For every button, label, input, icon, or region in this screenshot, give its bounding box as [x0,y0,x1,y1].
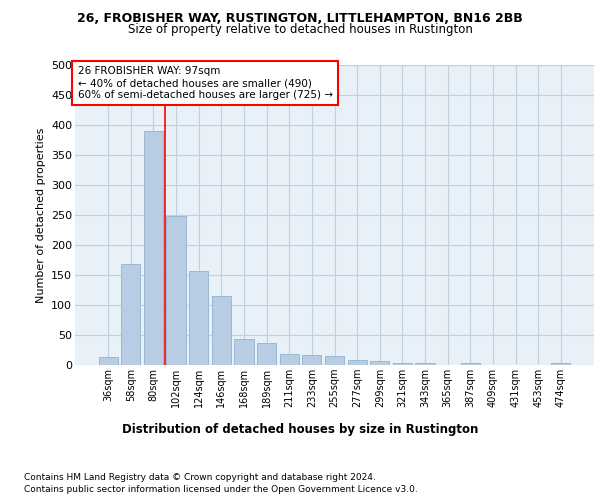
Bar [370,362,389,365]
Bar [347,360,367,365]
Text: Contains public sector information licensed under the Open Government Licence v3: Contains public sector information licen… [24,485,418,494]
Bar [121,264,140,365]
Text: Contains HM Land Registry data © Crown copyright and database right 2024.: Contains HM Land Registry data © Crown c… [24,472,376,482]
Bar [98,357,118,365]
Bar [325,356,344,365]
Text: 26 FROBISHER WAY: 97sqm
← 40% of detached houses are smaller (490)
60% of semi-d: 26 FROBISHER WAY: 97sqm ← 40% of detache… [77,66,332,100]
Bar [166,216,186,365]
Y-axis label: Number of detached properties: Number of detached properties [35,128,46,302]
Text: 26, FROBISHER WAY, RUSTINGTON, LITTLEHAMPTON, BN16 2BB: 26, FROBISHER WAY, RUSTINGTON, LITTLEHAM… [77,12,523,26]
Bar [144,131,163,365]
Bar [280,354,299,365]
Bar [189,271,208,365]
Bar [257,343,276,365]
Bar [212,296,231,365]
Bar [415,363,434,365]
Bar [461,362,480,365]
Bar [393,362,412,365]
Text: Size of property relative to detached houses in Rustington: Size of property relative to detached ho… [128,24,472,36]
Bar [551,362,571,365]
Bar [302,356,322,365]
Text: Distribution of detached houses by size in Rustington: Distribution of detached houses by size … [122,422,478,436]
Bar [235,339,254,365]
